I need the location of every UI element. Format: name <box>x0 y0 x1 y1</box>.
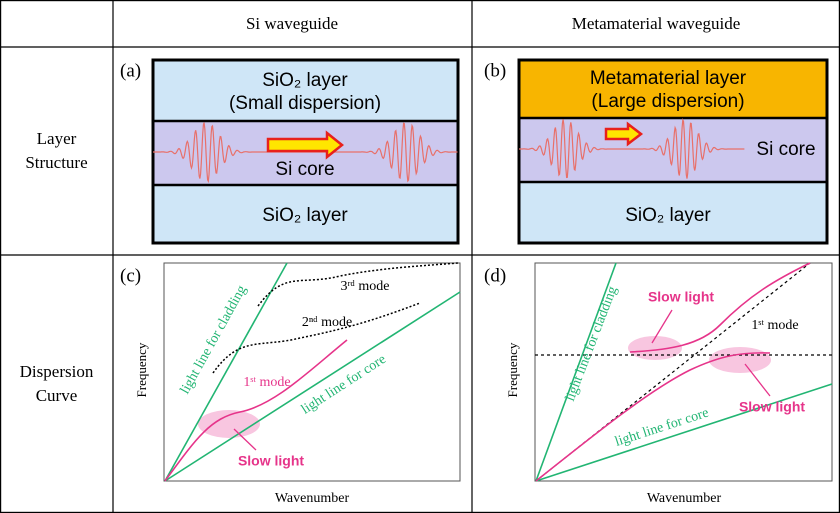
core-label: Si core <box>275 159 334 180</box>
layer-label: (Small dispersion) <box>229 93 381 114</box>
slow-light-label: Slow light <box>648 289 714 305</box>
layer-label: SiO₂ layer <box>262 70 348 91</box>
slow-light-label: Slow light <box>238 453 304 469</box>
panel-tag: (b) <box>484 60 506 81</box>
slow-light-label: Slow light <box>739 399 805 415</box>
panel-b: (b) Metamaterial layer (Large dispersion… <box>484 60 827 243</box>
panel-tag: (d) <box>484 265 506 286</box>
mode-label: 1ˢᵗ mode <box>751 318 798 333</box>
mode-label: 2ⁿᵈ mode <box>302 315 352 330</box>
light-line-label: light line for cladding <box>563 284 621 403</box>
light-line <box>165 263 287 481</box>
y-axis-label: Frequency <box>505 342 520 397</box>
highlight <box>198 410 260 438</box>
light-line-label: light line for core <box>299 352 389 418</box>
mode-label: 1ˢᵗ mode <box>243 375 290 390</box>
row-header: Layer Structure <box>0 47 113 255</box>
column-header: Si waveguide <box>246 14 338 33</box>
panel-d: (d) Frequency Wavenumber light line for … <box>484 263 832 506</box>
layer-label: SiO₂ layer <box>262 205 348 226</box>
figure: Si waveguide Metamaterial waveguide (a) … <box>0 0 840 513</box>
row-header: Dispersion Curve <box>0 255 113 513</box>
row-header-text: Layer Structure <box>11 127 103 175</box>
layer-label: (Large dispersion) <box>591 91 744 112</box>
layer-label: SiO₂ layer <box>625 205 711 226</box>
x-axis-label: Wavenumber <box>275 491 350 506</box>
mode-label: 3ʳᵈ mode <box>341 279 390 294</box>
figure-svg: Si waveguide Metamaterial waveguide (a) … <box>0 0 840 513</box>
panel-a: (a) SiO₂ layer (Small dispersion) Si cor… <box>120 60 458 243</box>
panel-tag: (c) <box>120 265 141 286</box>
panel-tag: (a) <box>120 60 141 81</box>
core-label: Si core <box>756 139 815 160</box>
panel-c: (c) Frequency Wavenumber light line for … <box>120 263 460 506</box>
y-axis-label: Frequency <box>134 342 149 397</box>
plot-frame <box>164 263 460 481</box>
column-header: Metamaterial waveguide <box>572 14 741 33</box>
light-line-label: light line for cladding <box>178 283 250 397</box>
layer-label: Metamaterial layer <box>590 68 747 89</box>
x-axis-label: Wavenumber <box>647 491 722 506</box>
row-header-text: Dispersion Curve <box>11 360 103 408</box>
highlight <box>709 347 771 373</box>
